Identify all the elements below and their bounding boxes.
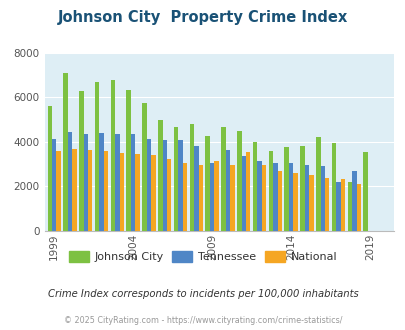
- Bar: [257, 161, 261, 231]
- Bar: [52, 139, 56, 231]
- Bar: [198, 165, 202, 231]
- Bar: [205, 136, 209, 231]
- Bar: [126, 89, 130, 231]
- Bar: [189, 124, 194, 231]
- Bar: [320, 166, 324, 231]
- Bar: [277, 171, 281, 231]
- Bar: [288, 163, 293, 231]
- Bar: [130, 134, 135, 231]
- Bar: [47, 106, 52, 231]
- Bar: [111, 80, 115, 231]
- Bar: [293, 173, 297, 231]
- Bar: [173, 127, 178, 231]
- Bar: [63, 73, 68, 231]
- Bar: [261, 165, 266, 231]
- Bar: [56, 151, 61, 231]
- Bar: [308, 175, 313, 231]
- Bar: [331, 143, 335, 231]
- Bar: [146, 139, 151, 231]
- Bar: [88, 150, 92, 231]
- Bar: [245, 152, 250, 231]
- Bar: [252, 142, 257, 231]
- Bar: [182, 163, 187, 231]
- Text: Crime Index corresponds to incidents per 100,000 inhabitants: Crime Index corresponds to incidents per…: [47, 289, 358, 299]
- Bar: [324, 178, 328, 231]
- Bar: [237, 131, 241, 231]
- Bar: [300, 146, 304, 231]
- Bar: [142, 103, 146, 231]
- Bar: [347, 182, 351, 231]
- Bar: [362, 152, 367, 231]
- Bar: [68, 132, 72, 231]
- Bar: [115, 134, 119, 231]
- Text: Johnson City  Property Crime Index: Johnson City Property Crime Index: [58, 10, 347, 25]
- Bar: [340, 179, 344, 231]
- Bar: [162, 140, 166, 231]
- Bar: [304, 165, 308, 231]
- Bar: [119, 153, 124, 231]
- Bar: [95, 82, 99, 231]
- Bar: [158, 119, 162, 231]
- Bar: [335, 182, 340, 231]
- Bar: [284, 148, 288, 231]
- Bar: [72, 148, 77, 231]
- Bar: [230, 165, 234, 231]
- Text: © 2025 CityRating.com - https://www.cityrating.com/crime-statistics/: © 2025 CityRating.com - https://www.city…: [64, 316, 341, 325]
- Bar: [315, 137, 320, 231]
- Bar: [356, 184, 360, 231]
- Bar: [214, 161, 218, 231]
- Bar: [178, 140, 182, 231]
- Bar: [209, 163, 214, 231]
- Bar: [99, 133, 104, 231]
- Bar: [135, 154, 139, 231]
- Bar: [104, 151, 108, 231]
- Bar: [194, 146, 198, 231]
- Bar: [225, 150, 230, 231]
- Bar: [151, 155, 155, 231]
- Bar: [268, 151, 273, 231]
- Bar: [221, 127, 225, 231]
- Bar: [83, 134, 88, 231]
- Bar: [79, 91, 83, 231]
- Bar: [166, 159, 171, 231]
- Bar: [273, 163, 277, 231]
- Legend: Johnson City, Tennessee, National: Johnson City, Tennessee, National: [64, 247, 341, 267]
- Bar: [351, 171, 356, 231]
- Bar: [241, 156, 245, 231]
